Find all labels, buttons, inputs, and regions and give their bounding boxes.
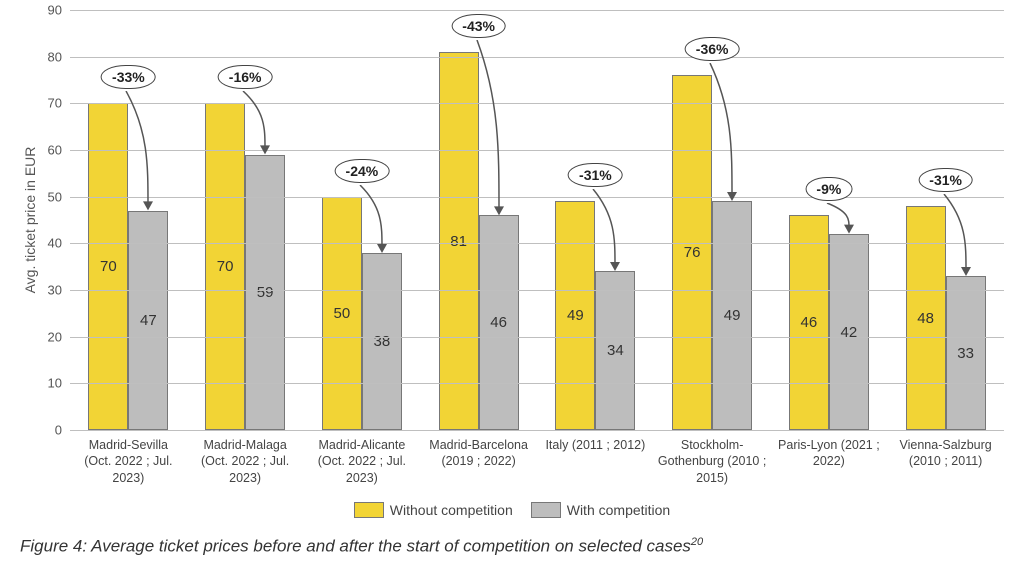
caption-text: Figure 4: Average ticket prices before a… [20, 536, 691, 555]
bar-group: 50 38 -24% [304, 10, 421, 430]
percent-change-bubble: -43% [451, 14, 506, 38]
gridline [70, 337, 1004, 338]
bar-group: 76 49 -36% [654, 10, 771, 430]
y-tick: 30 [48, 282, 62, 297]
percent-change-bubble: -24% [335, 159, 390, 183]
percent-change-bubble: -9% [805, 177, 852, 201]
x-axis-label: Madrid-Malaga (Oct. 2022 ; Jul. 2023) [187, 431, 304, 486]
bar-value-label: 46 [490, 314, 507, 331]
x-axis-labels: Madrid-Sevilla (Oct. 2022 ; Jul. 2023)Ma… [70, 431, 1004, 486]
gridline [70, 10, 1004, 11]
x-axis-label: Madrid-Barcelona (2019 ; 2022) [420, 431, 537, 486]
gridline [70, 290, 1004, 291]
x-axis-label: Italy (2011 ; 2012) [537, 431, 654, 486]
bar-without: 76 [672, 75, 712, 430]
bar-without: 50 [322, 197, 362, 430]
percent-change-bubble: -31% [918, 168, 973, 192]
bar-value-label: 47 [140, 312, 157, 329]
percent-change-bubble: -36% [685, 37, 740, 61]
percent-change-bubble: -33% [101, 65, 156, 89]
y-tick: 20 [48, 329, 62, 344]
y-tick: 90 [48, 3, 62, 18]
y-tick: 70 [48, 96, 62, 111]
bar-without: 70 [205, 103, 245, 430]
percent-change-bubble: -16% [218, 65, 273, 89]
y-tick: 10 [48, 376, 62, 391]
legend-label-without: Without competition [390, 502, 513, 518]
legend-item-with: With competition [531, 502, 670, 518]
bar-without: 48 [906, 206, 946, 430]
bar-with: 33 [946, 276, 986, 430]
bar-without: 70 [88, 103, 128, 430]
bar-value-label: 49 [724, 307, 741, 324]
bar-value-label: 49 [567, 307, 584, 324]
legend: Without competition With competition [20, 502, 1004, 518]
x-axis-label: Stockholm-Gothenburg (2010 ; 2015) [654, 431, 771, 486]
caption-footnote: 20 [691, 536, 703, 548]
x-axis-label: Vienna-Salzburg (2010 ; 2011) [887, 431, 1004, 486]
x-axis-label: Paris-Lyon (2021 ; 2022) [771, 431, 888, 486]
y-tick: 80 [48, 49, 62, 64]
bar-with: 42 [829, 234, 869, 430]
bar-value-label: 70 [100, 258, 117, 275]
bar-without: 81 [439, 52, 479, 430]
bar-with: 49 [712, 201, 752, 430]
gridline [70, 430, 1004, 431]
bar-value-label: 48 [917, 310, 934, 327]
bar-group: 48 33 -31% [887, 10, 1004, 430]
percent-change-bubble: -31% [568, 163, 623, 187]
bar-group: 49 34 -31% [537, 10, 654, 430]
bar-value-label: 34 [607, 342, 624, 359]
y-tick: 50 [48, 189, 62, 204]
gridline [70, 197, 1004, 198]
bar-value-label: 76 [684, 244, 701, 261]
gridline [70, 57, 1004, 58]
bar-with: 46 [479, 215, 519, 430]
x-axis-label: Madrid-Alicante (Oct. 2022 ; Jul. 2023) [304, 431, 421, 486]
y-axis: 0102030405060708090 [20, 10, 70, 430]
bar-without: 46 [789, 215, 829, 430]
bar-group: 70 59 -16% [187, 10, 304, 430]
bar-value-label: 59 [257, 284, 274, 301]
bar-group: 81 46 -43% [420, 10, 537, 430]
legend-label-with: With competition [567, 502, 670, 518]
gridline [70, 150, 1004, 151]
legend-swatch-with [531, 502, 561, 518]
plot-area: Avg. ticket price in EUR 010203040506070… [70, 10, 1004, 431]
bar-with: 34 [595, 271, 635, 430]
bar-with: 38 [362, 253, 402, 430]
x-axis-label: Madrid-Sevilla (Oct. 2022 ; Jul. 2023) [70, 431, 187, 486]
bar-value-label: 38 [374, 333, 391, 350]
bar-value-label: 81 [450, 233, 467, 250]
bar-value-label: 70 [217, 258, 234, 275]
y-tick: 40 [48, 236, 62, 251]
bar-group: 70 47 -33% [70, 10, 187, 430]
legend-swatch-without [354, 502, 384, 518]
chart-container: Avg. ticket price in EUR 010203040506070… [20, 10, 1004, 556]
y-tick: 0 [55, 423, 62, 438]
bars-row: 70 47 -33% 70 59 -16% 50 38 -24% 81 46 -43% 49 34 -31%… [70, 10, 1004, 430]
gridline [70, 243, 1004, 244]
bar-without: 49 [555, 201, 595, 430]
legend-item-without: Without competition [354, 502, 513, 518]
y-tick: 60 [48, 142, 62, 157]
gridline [70, 383, 1004, 384]
bar-value-label: 33 [957, 345, 974, 362]
bar-value-label: 50 [334, 305, 351, 322]
gridline [70, 103, 1004, 104]
bar-value-label: 46 [801, 314, 818, 331]
bar-group: 46 42 -9% [771, 10, 888, 430]
bar-value-label: 42 [841, 324, 858, 341]
figure-caption: Figure 4: Average ticket prices before a… [20, 536, 1004, 557]
